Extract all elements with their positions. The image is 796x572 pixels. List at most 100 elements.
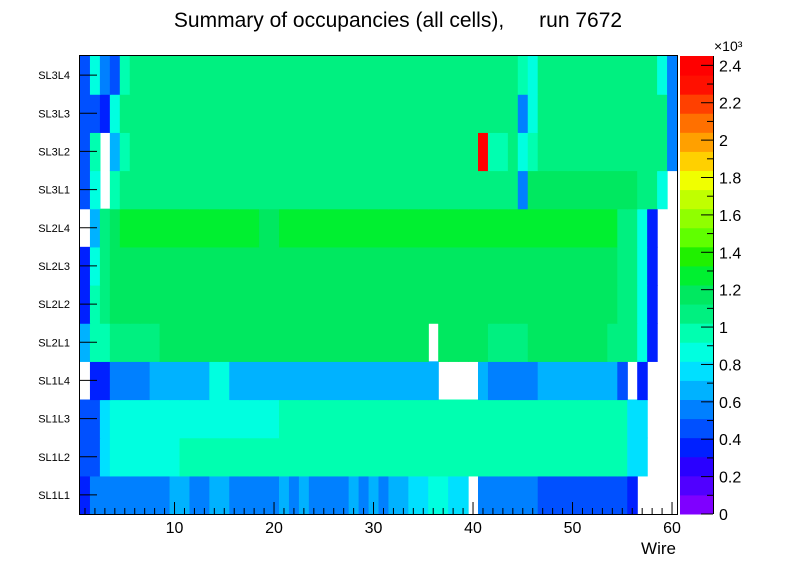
heatmap-cell [557,170,569,210]
heatmap-cell [279,437,290,477]
y-tick-label: SL2L3 [38,261,70,273]
heatmap-cell [298,475,310,515]
heatmap-cell [279,323,290,362]
heatmap-cell [338,285,350,324]
heatmap-cell [398,170,409,210]
heatmap-cell [279,132,290,172]
heatmap-cell [169,246,181,286]
palette-tick-label: 0 [719,507,728,524]
heatmap-cell [119,399,131,439]
heatmap-cell [368,399,380,439]
heatmap-cell [179,437,191,477]
heatmap-cell [567,132,579,172]
heatmap-cell [269,56,280,95]
palette-swatch [680,113,713,133]
heatmap-cell [517,285,529,324]
heatmap-cell [527,132,539,172]
heatmap-cell [597,56,608,95]
heatmap-cell [358,475,370,515]
heatmap-cell [587,170,598,210]
heatmap-cell [159,285,171,324]
heatmap-cell [388,323,399,362]
heatmap-cell [487,246,499,286]
heatmap-cell [229,56,240,95]
heatmap-cell [527,437,539,477]
heatmap-cell [328,475,340,515]
heatmap-cell [557,94,569,133]
heatmap-cell [398,437,409,477]
heatmap-cell [547,285,559,324]
heatmap-cell [537,361,549,401]
heatmap-cell [607,437,618,477]
heatmap-cell [119,208,131,248]
heatmap-cell [398,475,409,515]
heatmap-cell [209,361,220,401]
heatmap-cell [567,56,579,95]
heatmap-cell [199,94,210,133]
heatmap-cell [408,361,419,401]
heatmap-cell [478,246,489,286]
heatmap-cell [288,56,300,95]
heatmap-cell [487,285,499,324]
heatmap-cell [109,208,121,248]
heatmap-cell [607,132,618,172]
heatmap-cell [229,475,240,515]
heatmap-cell [179,94,191,133]
heatmap-cell [209,285,220,324]
heatmap-cell [229,323,240,362]
heatmap-cell [637,170,648,210]
heatmap-cell [239,323,250,362]
heatmap-cell [368,132,380,172]
y-tick-label: SL2L1 [38,337,70,349]
heatmap-cell [149,285,161,324]
heatmap-cell [209,437,220,477]
heatmap-cell [269,323,280,362]
heatmap-cell [517,56,529,95]
heatmap-cell [149,437,161,477]
heatmap-cell [129,437,141,477]
heatmap-cell [617,56,628,95]
heatmap-cell [219,437,230,477]
heatmap-cell [418,361,429,401]
heatmap-cell [368,170,380,210]
heatmap-cell [597,132,608,172]
heatmap-cell [507,361,519,401]
heatmap-cell [418,94,429,133]
heatmap-cell [159,361,171,401]
color-palette-axis: 0 0.2 0.4 0.6 0.8 1 1.2 1.4 1.6 1.8 2 2.2 2.4 [701,56,741,524]
heatmap-cell [119,323,131,362]
heatmap-cell [308,323,320,362]
heatmap-cell [279,361,290,401]
heatmap-cell [229,285,240,324]
heatmap-cell [139,246,151,286]
heatmap-cell [159,170,171,210]
heatmap-cell [557,285,569,324]
palette-swatch [680,208,713,229]
heatmap-cell [527,56,539,95]
heatmap-cell [378,285,390,324]
heatmap-cell [587,399,598,439]
heatmap-cell [587,132,598,172]
heatmap-cell [259,437,270,477]
heatmap-cell [507,437,519,477]
y-tick-label: SL3L1 [38,185,70,197]
heatmap-cell [219,285,230,324]
heatmap-cell [487,170,499,210]
heatmap-cell [527,475,539,515]
heatmap-cell [617,170,628,210]
heatmap-cell [458,132,469,172]
heatmap-cell [189,475,200,515]
heatmap-cell [607,323,618,362]
heatmap-cell [378,208,390,248]
heatmap-cell [597,399,608,439]
heatmap-cell [179,246,191,286]
palette-tick-label: 0.2 [719,470,741,487]
heatmap-cell [547,475,559,515]
palette-tick-label: 0.6 [719,395,741,412]
heatmap-cell [288,399,300,439]
palette-tick-label: 0.8 [719,357,741,374]
heatmap-cell [279,170,290,210]
heatmap-cell [567,475,579,515]
heatmap-cell [318,361,330,401]
